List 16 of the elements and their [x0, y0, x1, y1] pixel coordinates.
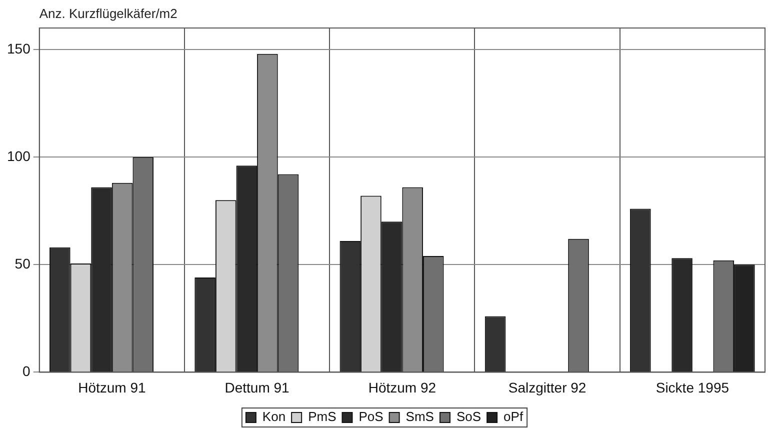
legend-label: Kon: [262, 409, 286, 424]
y-tick-label: 0: [22, 363, 31, 380]
y-tick-label: 100: [7, 148, 31, 164]
y-axis-title: Anz. Kurzflügelkäfer/m2: [39, 6, 178, 21]
y-tick-label: 150: [7, 40, 31, 56]
y-tick-label: 50: [14, 255, 31, 272]
legend-label: PmS: [308, 409, 337, 424]
x-tick-label: Salzgitter 92: [508, 379, 586, 396]
x-tick-label: Hötzum 92: [368, 379, 436, 396]
legend-label: PoS: [358, 409, 384, 424]
x-tick-label: Dettum 91: [224, 379, 290, 396]
x-tick-label: Hötzum 91: [78, 379, 146, 396]
legend-label: SoS: [456, 409, 482, 424]
legend-label: oPf: [504, 409, 524, 424]
legend-label: SmS: [406, 409, 434, 424]
x-tick-label: Sickte 1995: [656, 379, 730, 396]
